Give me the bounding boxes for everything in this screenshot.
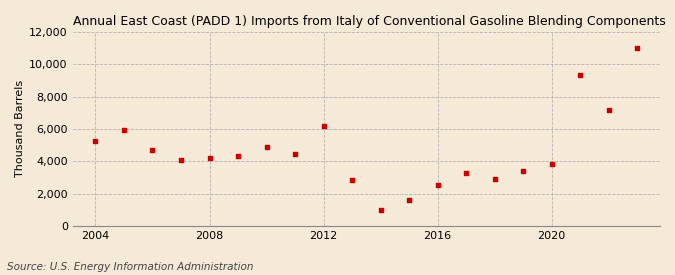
Point [461, 171, 472, 175]
Point [575, 73, 586, 77]
Point [119, 128, 130, 132]
Point [632, 46, 643, 50]
Point [90, 139, 101, 143]
Point [404, 198, 414, 202]
Text: Source: U.S. Energy Information Administration: Source: U.S. Energy Information Administ… [7, 262, 253, 272]
Point [489, 177, 500, 181]
Point [176, 157, 186, 162]
Point [147, 148, 158, 152]
Y-axis label: Thousand Barrels: Thousand Barrels [15, 80, 25, 177]
Point [233, 154, 244, 159]
Point [318, 123, 329, 128]
Text: Annual East Coast (PADD 1) Imports from Italy of Conventional Gasoline Blending : Annual East Coast (PADD 1) Imports from … [73, 15, 666, 28]
Point [518, 169, 529, 173]
Point [261, 144, 272, 149]
Point [290, 152, 300, 156]
Point [546, 161, 557, 166]
Point [603, 108, 614, 112]
Point [432, 183, 443, 187]
Point [375, 208, 386, 212]
Point [204, 156, 215, 160]
Point [347, 178, 358, 182]
Point [61, 104, 72, 109]
